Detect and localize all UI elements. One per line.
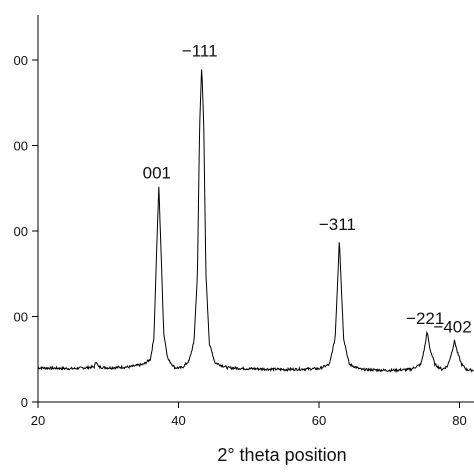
peak-label: 001 (143, 164, 171, 183)
peak-labels: 001 −111 −311 −221−402 (143, 41, 472, 336)
peak-label: −221 (406, 309, 444, 328)
y-tick-label: 00 (14, 310, 28, 325)
x-tick-label: 80 (452, 413, 466, 428)
peak-label: −311 (319, 215, 356, 234)
axes (37, 15, 474, 403)
x-tick-label: 40 (171, 413, 185, 428)
x-tick-label: 60 (312, 413, 326, 428)
peak-label: −402 (433, 317, 471, 336)
xrd-pattern-line (37, 69, 474, 374)
y-tick-label: 00 (14, 139, 28, 154)
y-tick-label: 0 (21, 395, 28, 410)
y-tick-label: 00 (14, 224, 28, 239)
x-axis-title: 2° theta position (217, 445, 346, 465)
y-tick-label: 00 (14, 53, 28, 68)
peak-label: −111 (182, 41, 218, 60)
x-tick-label: 20 (31, 413, 45, 428)
